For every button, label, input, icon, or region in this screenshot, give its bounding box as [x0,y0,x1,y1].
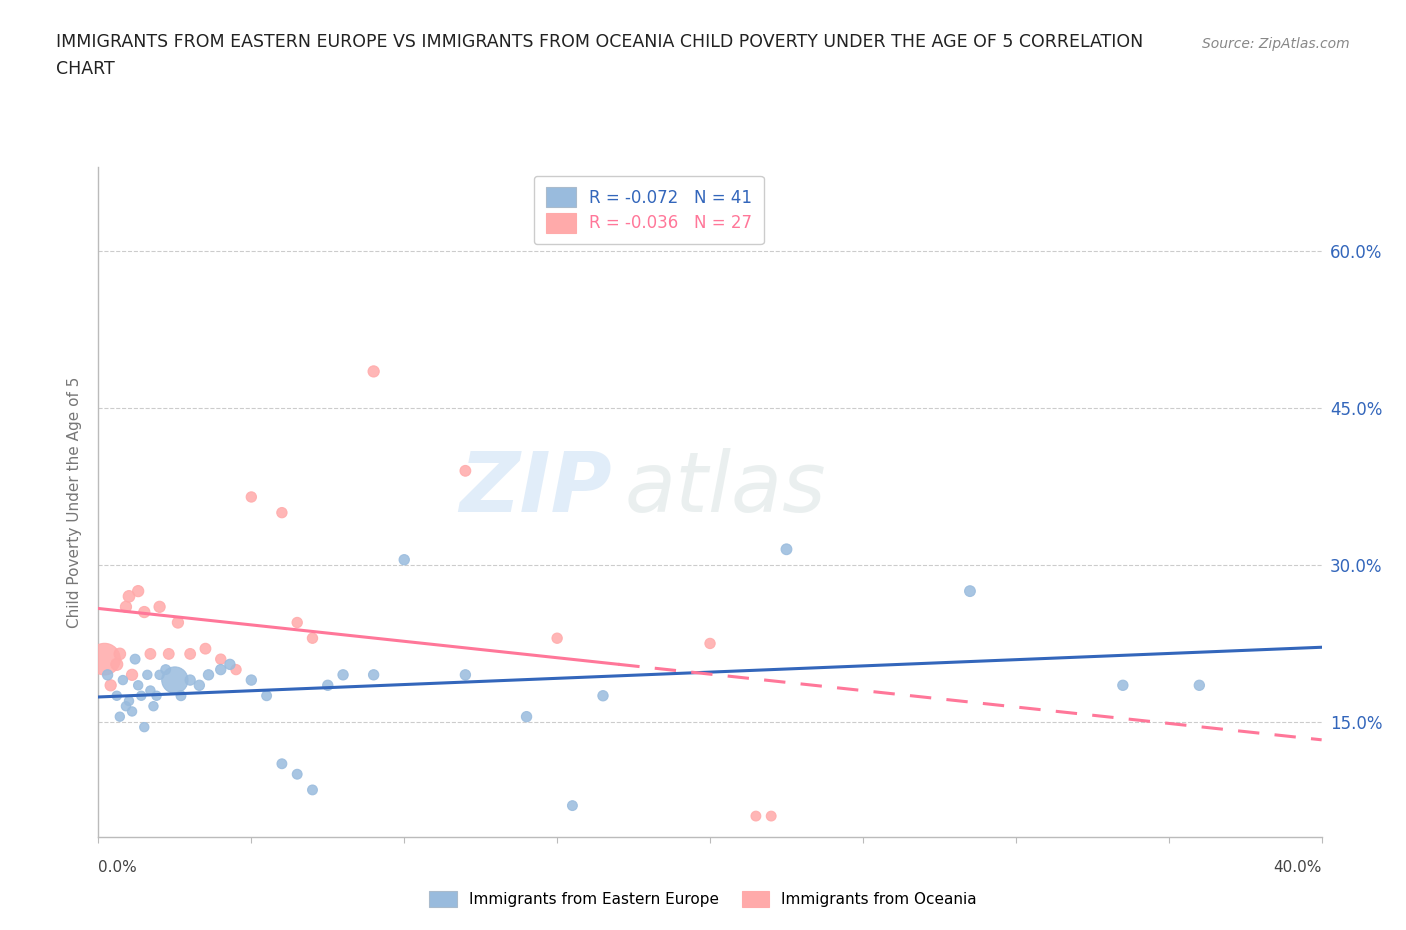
Point [111,672,134,687]
Point [454,668,477,683]
Text: 0.0%: 0.0% [98,860,138,875]
Point [209,662,232,677]
Point [179,672,201,687]
Point [1188,678,1211,693]
Point [363,668,385,683]
Point [270,505,292,520]
Point [121,668,143,683]
Point [546,631,568,645]
Y-axis label: Child Poverty Under the Age of 5: Child Poverty Under the Age of 5 [67,377,83,628]
Point [124,652,146,667]
Point [194,642,217,657]
Point [256,688,278,703]
Point [115,698,138,713]
Point [142,698,165,713]
Legend: Immigrants from Eastern Europe, Immigrants from Oceania: Immigrants from Eastern Europe, Immigran… [423,884,983,913]
Point [127,584,149,599]
Point [105,688,128,703]
Point [93,652,115,667]
Point [145,688,167,703]
Point [163,672,186,687]
Text: CHART: CHART [56,60,115,78]
Point [149,668,172,683]
Point [179,646,201,661]
Text: IMMIGRANTS FROM EASTERN EUROPE VS IMMIGRANTS FROM OCEANIA CHILD POVERTY UNDER TH: IMMIGRANTS FROM EASTERN EUROPE VS IMMIGR… [56,33,1143,50]
Point [118,589,141,604]
Point [392,552,416,567]
Point [775,542,797,557]
Point [197,668,219,683]
Point [454,463,477,478]
Point [170,688,193,703]
Point [157,646,180,661]
Point [219,657,242,671]
Point [745,809,768,824]
Point [134,604,156,619]
Legend: R = -0.072   N = 41, R = -0.036   N = 27: R = -0.072 N = 41, R = -0.036 N = 27 [534,176,763,245]
Point [270,756,292,771]
Point [285,615,308,630]
Point [139,646,162,661]
Point [332,668,354,683]
Point [167,615,190,630]
Point [121,704,143,719]
Point [225,662,247,677]
Point [316,678,339,693]
Point [1112,678,1135,693]
Point [699,636,721,651]
Point [134,720,156,735]
Point [127,678,149,693]
Point [188,678,211,693]
Point [240,672,263,687]
Point [155,662,177,677]
Point [592,688,614,703]
Point [118,694,141,709]
Text: Source: ZipAtlas.com: Source: ZipAtlas.com [1202,37,1350,51]
Point [136,668,159,683]
Text: 40.0%: 40.0% [1274,860,1322,875]
Point [285,766,308,781]
Point [115,600,138,615]
Point [149,600,172,615]
Point [363,364,385,379]
Point [759,809,782,824]
Point [240,489,263,504]
Point [97,668,120,683]
Text: ZIP: ZIP [460,448,612,529]
Point [516,710,538,724]
Point [561,798,583,813]
Point [100,678,122,693]
Text: atlas: atlas [624,448,827,529]
Point [105,657,128,671]
Point [129,688,152,703]
Point [139,684,162,698]
Point [959,584,981,599]
Point [209,652,232,667]
Point [301,782,323,797]
Point [108,646,131,661]
Point [108,710,131,724]
Point [301,631,323,645]
